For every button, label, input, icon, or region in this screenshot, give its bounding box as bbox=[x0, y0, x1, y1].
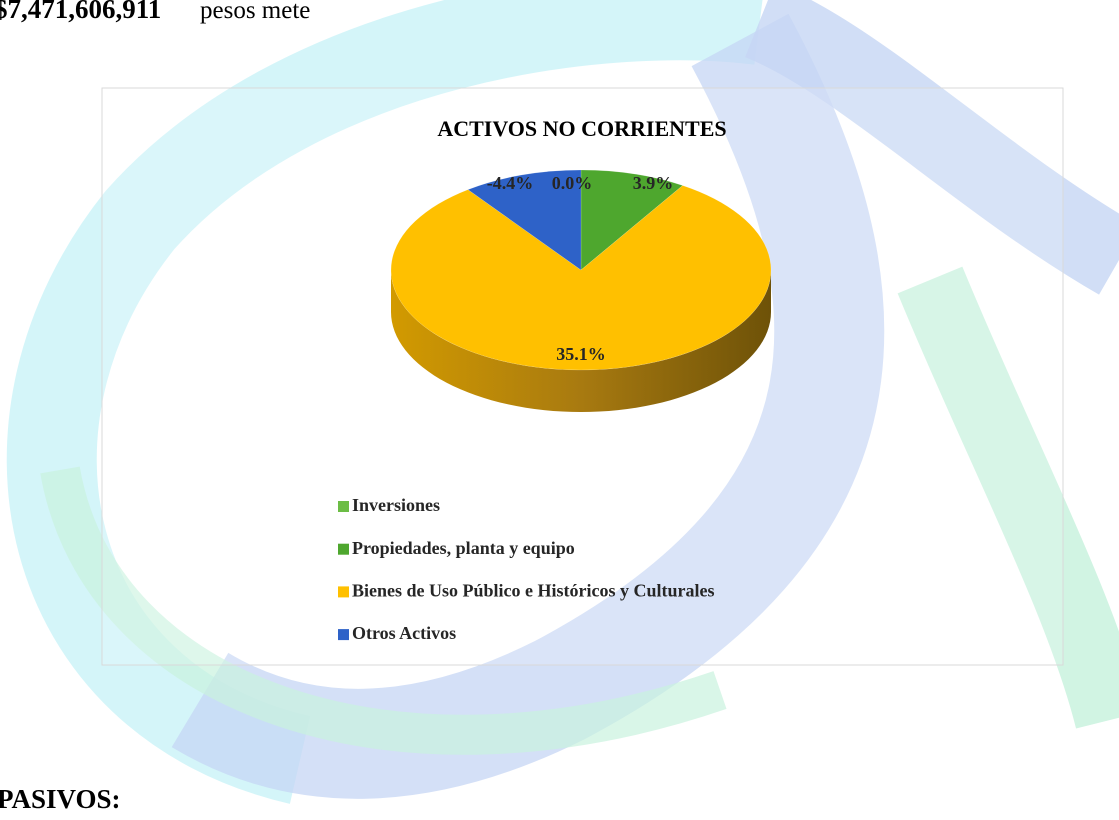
legend-swatch bbox=[338, 543, 349, 555]
pie: 0.0% 3.9% 35.1% -4.4% bbox=[390, 169, 772, 412]
legend-label: Bienes de Uso Público e Históricos y Cul… bbox=[352, 581, 715, 601]
top-text: pesos mete bbox=[200, 0, 310, 24]
legend-label: Otros Activos bbox=[352, 623, 456, 643]
legend-swatch bbox=[338, 501, 349, 512]
legend-swatch bbox=[338, 629, 349, 641]
pie-slice bbox=[390, 185, 772, 371]
data-label: 3.9% bbox=[633, 173, 674, 193]
legend-label: Propiedades, planta y equipo bbox=[352, 538, 575, 558]
pie-slice bbox=[467, 169, 582, 271]
section-heading: PASIVOS: bbox=[0, 784, 120, 814]
chart-title: ACTIVOS NO CORRIENTES bbox=[437, 116, 726, 141]
data-label: 0.0% bbox=[552, 173, 593, 193]
top-amount: $7,471,606,911 bbox=[0, 0, 161, 24]
pie-slice bbox=[580, 169, 684, 271]
legend-label: Inversiones bbox=[352, 495, 440, 515]
pie-side bbox=[391, 270, 771, 412]
legend-swatch bbox=[338, 586, 349, 598]
legend: Inversiones Propiedades, planta y equipo B… bbox=[338, 495, 715, 643]
background-swirl bbox=[6, 0, 1119, 804]
data-label: -4.4% bbox=[487, 173, 534, 193]
data-label: 35.1% bbox=[556, 344, 606, 364]
